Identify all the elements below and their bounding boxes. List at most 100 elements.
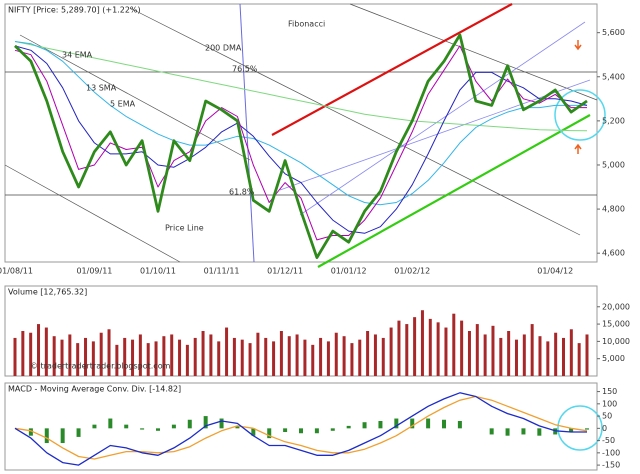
volume-bar	[52, 336, 56, 376]
volume-bar	[561, 337, 565, 376]
series-line	[14, 41, 588, 132]
volume-bar	[13, 337, 17, 376]
histogram-bar	[156, 428, 160, 431]
volume-bar	[554, 332, 558, 376]
volume-title: Volume [12,765.32]	[8, 288, 87, 297]
volume-bar	[240, 339, 244, 376]
histogram-bar	[394, 418, 399, 429]
volume-bar	[467, 331, 471, 376]
histogram-bar	[140, 428, 145, 430]
histogram-bar	[362, 422, 367, 429]
upper-channel	[271, 3, 513, 136]
volume-bar	[366, 331, 370, 376]
histogram-bar	[44, 428, 49, 444]
macd-title: MACD - Moving Average Conv. Div. [-14.82…	[8, 385, 181, 394]
volume-bar	[460, 320, 464, 376]
volume-bar	[217, 341, 221, 376]
volume-bar	[319, 337, 323, 376]
volume-bar	[225, 327, 229, 376]
histogram-bar	[521, 428, 526, 435]
volume-bar	[123, 337, 127, 376]
volume-bar	[21, 331, 25, 376]
series-line	[14, 45, 588, 234]
volume-bar	[444, 327, 448, 376]
volume-bar	[311, 344, 315, 376]
y-tick-label: 50	[602, 412, 612, 421]
histogram-bar	[187, 419, 192, 429]
histogram-bar	[283, 428, 288, 433]
histogram-bar	[299, 428, 303, 434]
volume-bar	[287, 336, 291, 376]
annotation: 76.5%	[232, 65, 258, 74]
y-tick-label: 5,000	[602, 354, 625, 363]
price-panel	[4, 3, 598, 263]
histogram-bar	[171, 424, 176, 429]
histogram-bar	[124, 424, 129, 429]
volume-bar	[514, 339, 518, 376]
lower-channel	[317, 114, 591, 268]
volume-bar	[522, 334, 526, 376]
arrow-up	[574, 143, 582, 154]
histogram-bar	[219, 418, 224, 429]
y-tick-label: 5,400	[602, 72, 625, 81]
volume-bar	[138, 334, 142, 376]
histogram-bar	[330, 428, 335, 431]
x-tick-label: 01/11/11	[204, 267, 240, 276]
histogram-bar	[267, 428, 272, 439]
trend-line	[129, 7, 581, 236]
volume-bar	[569, 329, 573, 376]
volume-bar	[232, 337, 236, 376]
volume-bar	[162, 336, 166, 376]
volume-bar	[577, 343, 581, 376]
volume-bar	[491, 325, 495, 376]
volume-bar	[131, 339, 135, 376]
volume-bar	[358, 339, 362, 376]
histogram-bar	[28, 428, 33, 436]
series-label: 200 DMA	[205, 44, 242, 53]
volume-bar	[60, 339, 64, 376]
histogram-bar	[235, 425, 240, 429]
series-label: Price Line	[165, 224, 204, 233]
trend-line	[349, 3, 598, 101]
histogram-bar	[346, 425, 351, 429]
volume-bar	[193, 337, 197, 376]
histogram-bar	[108, 418, 113, 429]
arrow-down	[574, 40, 582, 51]
volume-bar	[84, 337, 88, 376]
histogram-bar	[505, 428, 510, 436]
volume-bar	[413, 317, 417, 376]
volume-bar	[185, 344, 189, 376]
volume-bar	[381, 337, 385, 376]
volume-bar	[428, 318, 432, 376]
volume-bar	[507, 331, 511, 376]
histogram-bar	[76, 428, 81, 437]
volume-bar	[389, 327, 393, 376]
volume-bar	[436, 322, 440, 376]
y-tick-label: 100	[602, 399, 617, 408]
volume-bar	[37, 324, 41, 376]
y-tick-label: 150	[602, 387, 617, 396]
y-tick-label: 4,800	[602, 205, 625, 214]
histogram-bar	[203, 416, 208, 429]
volume-panel	[4, 285, 598, 377]
x-tick-label: 01/09/11	[76, 267, 112, 276]
histogram-bar	[410, 418, 415, 429]
y-tick-label: 15,000	[602, 320, 630, 329]
volume-bar	[248, 343, 252, 376]
y-tick-label: 0	[602, 424, 607, 433]
volume-bar	[585, 334, 589, 376]
histogram-bar	[426, 418, 431, 429]
volume-bar	[272, 341, 276, 376]
annotation: 61.8%	[229, 188, 255, 197]
x-tick-label: 01/08/11	[0, 267, 33, 276]
volume-bar	[397, 320, 401, 376]
volume-bar	[154, 341, 158, 376]
x-tick-label: 01/04/12	[537, 267, 573, 276]
trend-lines	[4, 3, 606, 451]
y-tick-label: -100	[602, 448, 620, 457]
price-title: NIFTY [Price: 5,289.70] (+1.22%)	[8, 6, 141, 15]
volume-bar	[115, 344, 119, 376]
volume-bar	[107, 329, 111, 376]
histogram-bar	[378, 420, 383, 429]
